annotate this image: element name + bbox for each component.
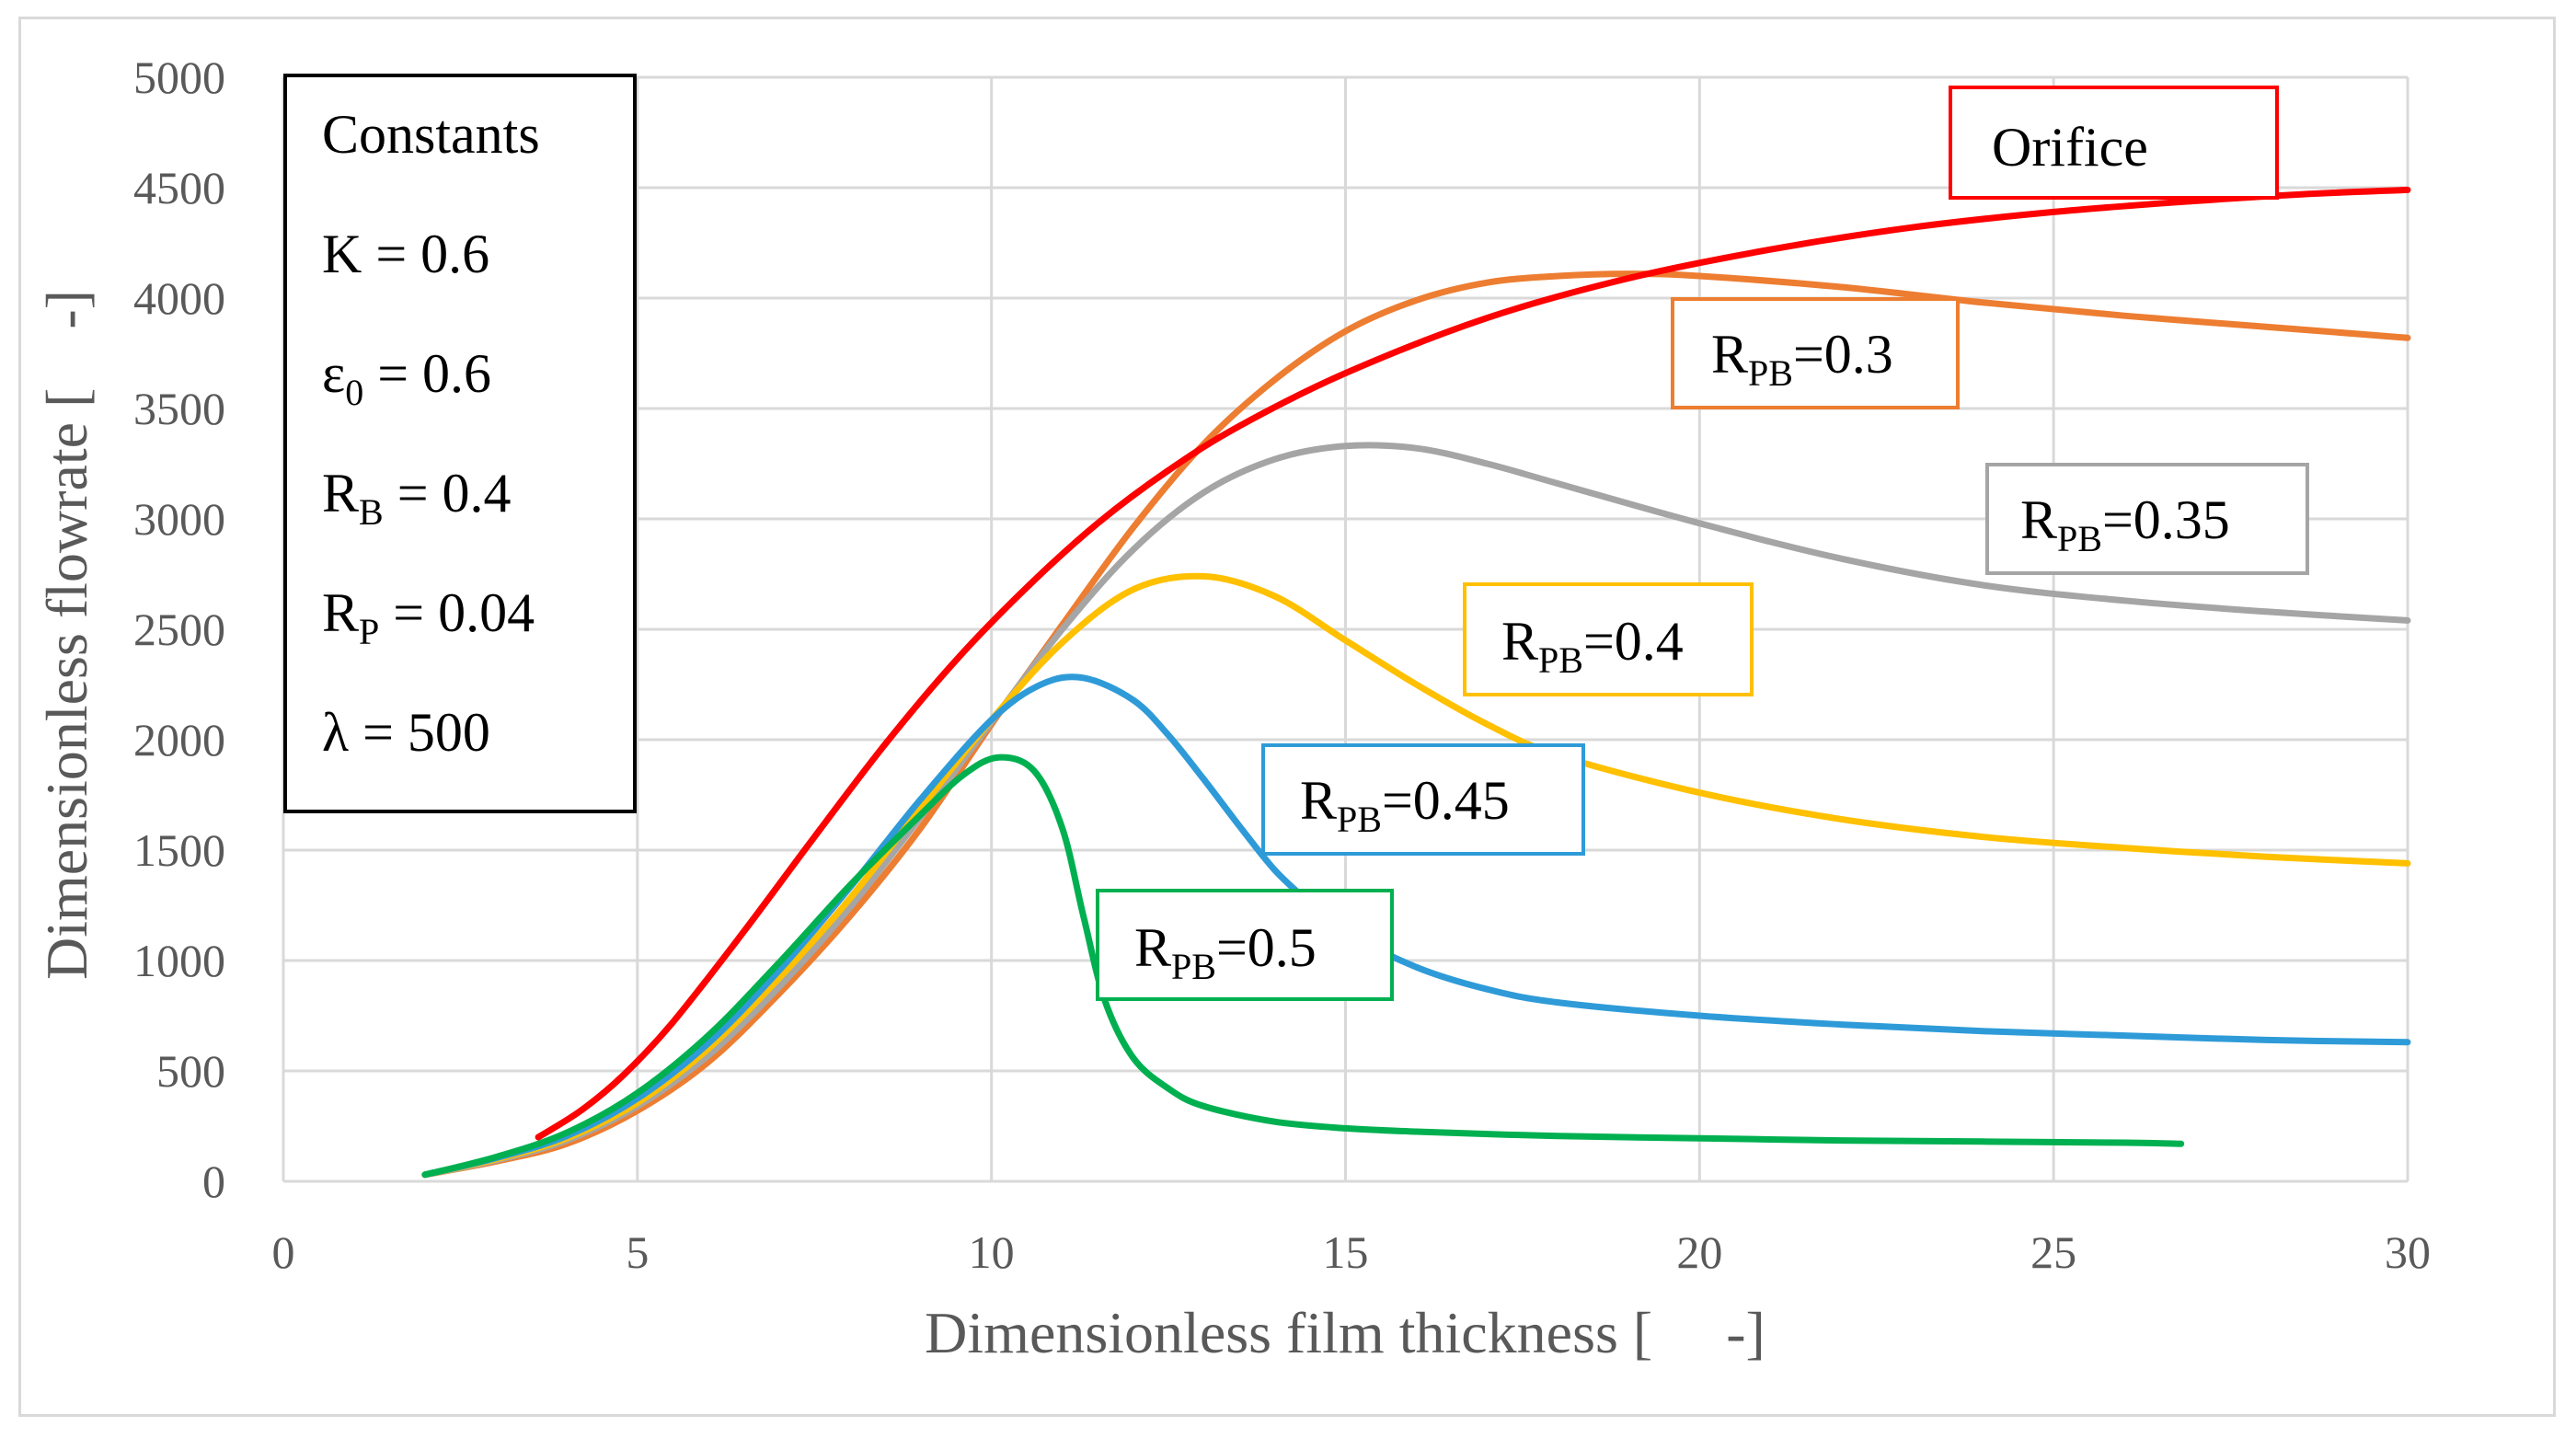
- series-label-box: [1261, 743, 1585, 856]
- series-line: [421, 572, 2411, 1179]
- x-axis-title: Dimensionless film thickness [ -]: [925, 1300, 1765, 1365]
- series-label-text: RPB=0.3: [1711, 324, 1893, 394]
- series-lines: [421, 186, 2411, 1179]
- series-label-box: [1985, 463, 2309, 575]
- series-label-text: RPB=0.5: [1134, 917, 1317, 987]
- series-label-text: RPB=0.45: [1300, 770, 1510, 840]
- series-line: [535, 186, 2411, 1141]
- x-tick-label: 0: [272, 1226, 295, 1278]
- constants-title: Constants: [322, 104, 540, 165]
- series-label: Orifice: [1949, 86, 2279, 200]
- x-tick-label: 20: [1676, 1226, 1722, 1278]
- x-tick-label: 25: [2030, 1226, 2076, 1278]
- y-tick-label: 4000: [133, 272, 225, 324]
- series-label: RPB=0.4: [1463, 582, 1754, 696]
- series-label: RPB=0.3: [1671, 297, 1960, 409]
- y-tick-label: 1000: [133, 935, 225, 986]
- y-tick-label: 4500: [133, 162, 225, 213]
- series-line: [421, 442, 2411, 1179]
- y-tick-label: 2500: [133, 604, 225, 655]
- y-tick-label: 3000: [133, 493, 225, 545]
- y-axis-title: Dimensionless flowrate [ -]: [34, 290, 99, 980]
- x-tick-label: 15: [1323, 1226, 1369, 1278]
- series-label: RPB=0.35: [1985, 463, 2309, 575]
- x-tick-labels: 0 5 10 15 20 25 30: [272, 1226, 2432, 1278]
- series-label-box: [1671, 297, 1960, 409]
- series-label: RPB=0.45: [1261, 743, 1585, 856]
- series-label-box: [1949, 86, 2279, 200]
- x-tick-label: 5: [626, 1226, 649, 1278]
- constant-k: K = 0.6: [322, 224, 489, 284]
- series-labels: Orifice RPB=0.3 RPB=0.35 RPB=0.4 RPB=0.45 RPB…: [1096, 86, 2309, 1001]
- constant-rb: RB = 0.4: [322, 463, 512, 533]
- y-tick-label: 1500: [133, 824, 225, 876]
- x-tick-label: 30: [2385, 1226, 2431, 1278]
- series-label: RPB=0.5: [1096, 889, 1394, 1001]
- series-label-text: Orifice: [1992, 117, 2148, 178]
- series-line: [421, 673, 2411, 1179]
- series-label-text: RPB=0.4: [1501, 611, 1684, 681]
- y-tick-label: 500: [156, 1045, 225, 1097]
- series-label-text: RPB=0.35: [2020, 489, 2230, 559]
- constant-rp: RP = 0.04: [322, 582, 535, 652]
- series-label-box: [1096, 889, 1394, 1001]
- y-tick-label: 0: [202, 1156, 225, 1207]
- x-tick-label: 10: [969, 1226, 1015, 1278]
- constant-lambda: λ = 500: [322, 702, 490, 763]
- y-tick-labels: 0 500 1000 1500 2000 2500 3000 3500 4000 4500 5000: [133, 52, 225, 1207]
- y-tick-label: 3500: [133, 383, 225, 434]
- y-tick-label: 2000: [133, 714, 225, 765]
- series-label-box: [1463, 582, 1754, 696]
- constants-box-border: [283, 74, 637, 813]
- constant-epsilon: ε0 = 0.6: [322, 343, 491, 413]
- y-tick-label: 5000: [133, 52, 225, 103]
- constants-box: Constants K = 0.6 ε0 = 0.6 RB = 0.4 RP =…: [283, 74, 637, 813]
